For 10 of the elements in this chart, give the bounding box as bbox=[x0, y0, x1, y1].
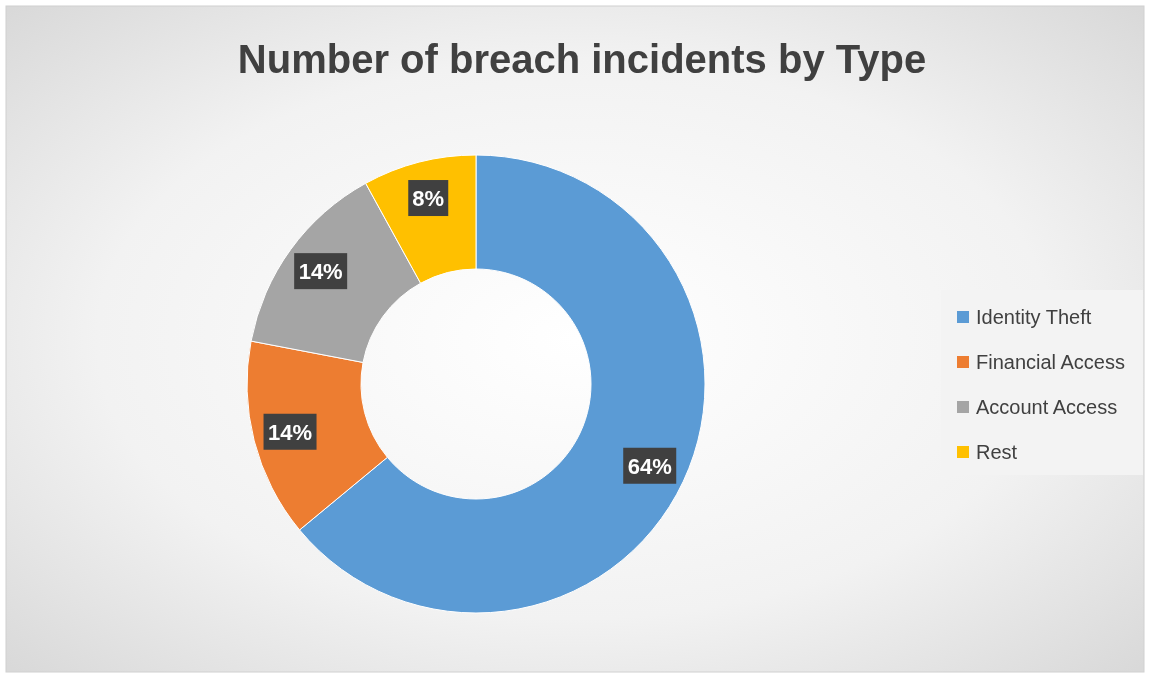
chart-title: Number of breach incidents by Type bbox=[237, 37, 927, 81]
data-label: 14% bbox=[298, 259, 343, 285]
legend-entry: Rest bbox=[957, 441, 1018, 463]
data-label: 8% bbox=[412, 186, 445, 212]
legend-label: Rest bbox=[976, 441, 1018, 463]
data-label: 14% bbox=[268, 419, 313, 445]
legend-entry: Identity Theft bbox=[957, 306, 1092, 328]
legend-entry: Account Access bbox=[957, 396, 1118, 418]
data-label: 64% bbox=[627, 453, 672, 479]
legend-entry: Financial Access bbox=[957, 351, 1125, 373]
